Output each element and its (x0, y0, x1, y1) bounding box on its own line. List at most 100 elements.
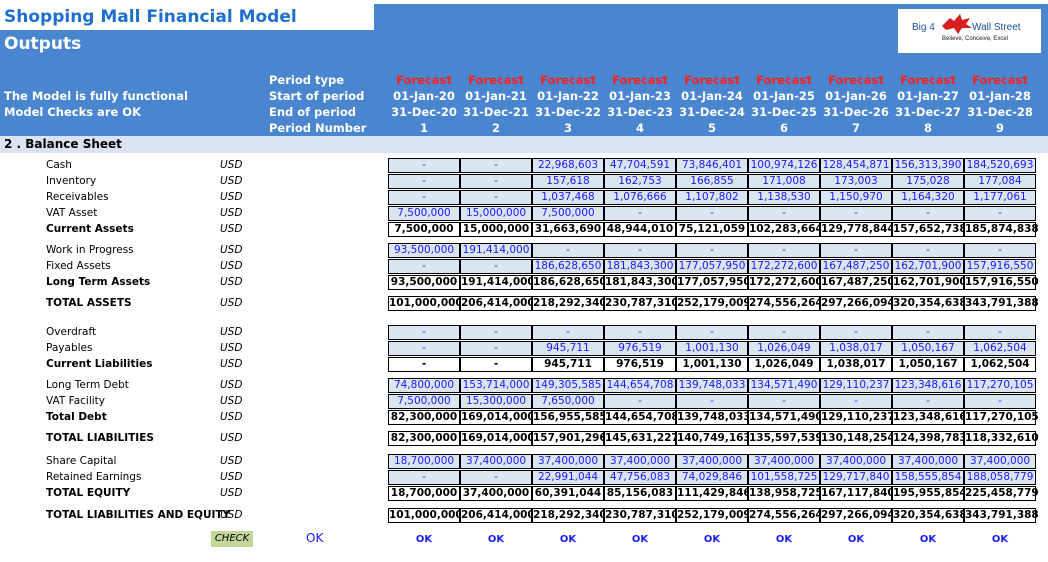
table-cell[interactable]: 1,001,130 (676, 357, 748, 372)
table-cell[interactable]: - (604, 206, 676, 221)
table-cell[interactable]: - (388, 190, 460, 205)
table-cell[interactable]: 82,300,000 (388, 410, 460, 425)
table-cell[interactable]: 100,974,126 (748, 158, 820, 173)
table-cell[interactable]: 157,652,738 (892, 222, 967, 237)
table-cell[interactable]: 130,148,254 (820, 431, 895, 446)
check-button[interactable]: CHECK (211, 531, 253, 547)
table-cell[interactable]: - (460, 174, 532, 189)
table-cell[interactable]: 1,107,802 (676, 190, 748, 205)
table-cell[interactable]: 129,110,237 (820, 410, 895, 425)
table-cell[interactable]: - (964, 243, 1036, 258)
table-cell[interactable]: 343,791,388 (964, 508, 1039, 523)
table-cell[interactable]: 185,874,838 (964, 222, 1039, 237)
table-cell[interactable]: 134,571,490 (748, 378, 820, 393)
table-cell[interactable]: 177,084 (964, 174, 1036, 189)
table-cell[interactable]: 191,414,000 (460, 275, 535, 290)
table-cell[interactable]: 15,300,000 (460, 394, 532, 409)
table-cell[interactable]: 188,058,779 (964, 470, 1036, 485)
table-cell[interactable]: - (892, 243, 964, 258)
table-cell[interactable]: - (388, 357, 460, 372)
table-cell[interactable]: 129,717,840 (820, 470, 892, 485)
table-cell[interactable]: 128,454,871 (820, 158, 892, 173)
table-cell[interactable]: 7,500,000 (388, 206, 460, 221)
table-cell[interactable]: 173,003 (820, 174, 892, 189)
table-cell[interactable]: - (748, 394, 820, 409)
table-cell[interactable]: 167,487,250 (820, 275, 895, 290)
table-cell[interactable]: 37,400,000 (964, 454, 1036, 469)
table-cell[interactable]: 144,654,708 (604, 378, 676, 393)
table-cell[interactable]: 37,400,000 (676, 454, 748, 469)
table-cell[interactable]: 101,000,000 (388, 508, 463, 523)
table-cell[interactable]: 1,138,530 (748, 190, 820, 205)
table-cell[interactable]: 15,000,000 (460, 222, 532, 237)
table-cell[interactable]: 158,555,854 (892, 470, 964, 485)
table-cell[interactable]: - (820, 243, 892, 258)
table-cell[interactable]: 1,038,017 (820, 357, 892, 372)
table-cell[interactable]: 1,062,504 (964, 341, 1036, 356)
table-cell[interactable]: - (532, 325, 604, 340)
table-cell[interactable]: - (964, 206, 1036, 221)
table-cell[interactable]: - (388, 158, 460, 173)
table-cell[interactable]: 82,300,000 (388, 431, 460, 446)
table-cell[interactable]: 171,008 (748, 174, 820, 189)
table-cell[interactable]: 117,270,105 (964, 410, 1039, 425)
table-cell[interactable]: 22,991,044 (532, 470, 604, 485)
table-cell[interactable]: - (388, 174, 460, 189)
table-cell[interactable]: 167,117,840 (820, 486, 895, 501)
table-cell[interactable]: 129,778,844 (820, 222, 895, 237)
table-cell[interactable]: 169,014,000 (460, 410, 535, 425)
table-cell[interactable]: 37,400,000 (604, 454, 676, 469)
table-cell[interactable]: - (748, 206, 820, 221)
table-cell[interactable]: 140,749,163 (676, 431, 751, 446)
table-cell[interactable]: 129,110,237 (820, 378, 892, 393)
table-cell[interactable]: 320,354,638 (892, 508, 967, 523)
table-cell[interactable]: 162,701,900 (892, 259, 964, 274)
table-cell[interactable]: 157,618 (532, 174, 604, 189)
table-cell[interactable]: - (604, 325, 676, 340)
table-cell[interactable]: 195,955,854 (892, 486, 967, 501)
table-cell[interactable]: - (676, 325, 748, 340)
table-cell[interactable]: 15,000,000 (460, 206, 532, 221)
table-cell[interactable]: - (460, 325, 532, 340)
table-cell[interactable]: 22,968,603 (532, 158, 604, 173)
table-cell[interactable]: 206,414,000 (460, 296, 535, 311)
table-cell[interactable]: 37,400,000 (820, 454, 892, 469)
table-cell[interactable]: - (676, 243, 748, 258)
table-cell[interactable]: - (892, 325, 964, 340)
table-cell[interactable]: 149,305,585 (532, 378, 604, 393)
table-cell[interactable]: 93,500,000 (388, 275, 460, 290)
table-cell[interactable]: 1,038,017 (820, 341, 892, 356)
table-cell[interactable]: 191,414,000 (460, 243, 532, 258)
table-cell[interactable]: 218,292,340 (532, 296, 607, 311)
table-cell[interactable]: - (748, 243, 820, 258)
table-cell[interactable]: 184,520,693 (964, 158, 1036, 173)
table-cell[interactable]: 181,843,300 (604, 259, 676, 274)
table-cell[interactable]: 101,558,725 (748, 470, 820, 485)
table-cell[interactable]: - (388, 259, 460, 274)
table-cell[interactable]: - (460, 259, 532, 274)
table-cell[interactable]: 124,398,783 (892, 431, 967, 446)
table-cell[interactable]: 1,026,049 (748, 341, 820, 356)
table-cell[interactable]: - (460, 357, 532, 372)
table-cell[interactable]: - (460, 158, 532, 173)
table-cell[interactable]: 320,354,638 (892, 296, 967, 311)
table-cell[interactable]: - (964, 325, 1036, 340)
table-cell[interactable]: 172,272,600 (748, 275, 823, 290)
table-cell[interactable]: 7,500,000 (532, 206, 604, 221)
table-cell[interactable]: 145,631,227 (604, 431, 679, 446)
table-cell[interactable]: - (748, 325, 820, 340)
table-cell[interactable]: 181,843,300 (604, 275, 679, 290)
table-cell[interactable]: 74,029,846 (676, 470, 748, 485)
table-cell[interactable]: - (892, 206, 964, 221)
table-cell[interactable]: 976,519 (604, 357, 676, 372)
table-cell[interactable]: 186,628,650 (532, 275, 607, 290)
table-cell[interactable]: 177,057,950 (676, 259, 748, 274)
table-cell[interactable]: 274,556,264 (748, 508, 823, 523)
table-cell[interactable]: 1,076,666 (604, 190, 676, 205)
table-cell[interactable]: 7,500,000 (388, 222, 460, 237)
table-cell[interactable]: 47,756,083 (604, 470, 676, 485)
table-cell[interactable]: - (604, 243, 676, 258)
table-cell[interactable]: 123,348,616 (892, 378, 964, 393)
table-cell[interactable]: 1,150,970 (820, 190, 892, 205)
table-cell[interactable]: 102,283,664 (748, 222, 823, 237)
